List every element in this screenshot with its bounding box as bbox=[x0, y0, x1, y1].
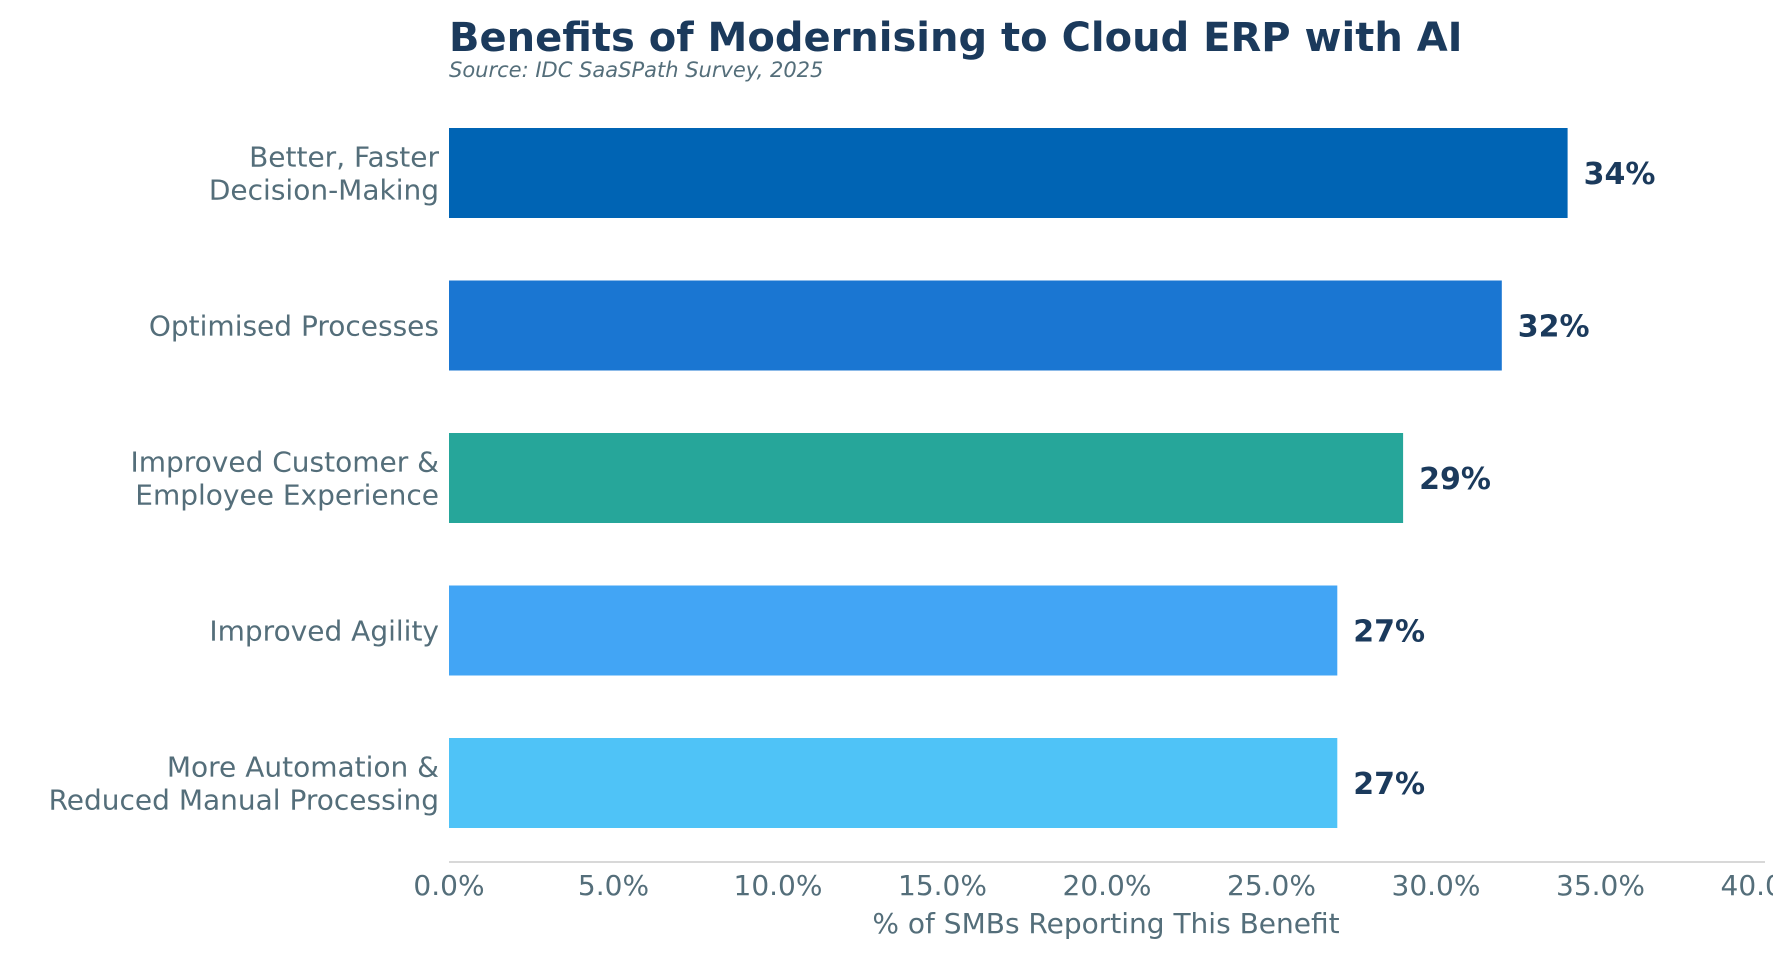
category-label-line: Better, Faster bbox=[249, 141, 439, 174]
x-tick-labels-group: 0.0% 5.0% 10.0% 15.0% 20.0% 25.0% 30.0% 35.0% 40… bbox=[413, 869, 1773, 902]
x-tick-label-9: 40.0% bbox=[1721, 869, 1773, 902]
bar-5 bbox=[449, 738, 1338, 828]
category-label-5: More Automation & Reduced Manual Processi… bbox=[49, 751, 439, 817]
category-label-2: Optimised Processes bbox=[149, 310, 439, 343]
x-tick-label-7: 30.0% bbox=[1392, 869, 1481, 902]
category-label-line: Optimised Processes bbox=[149, 310, 439, 343]
value-labels-group: 34% 32% 29% 27% 27% bbox=[1353, 157, 1655, 802]
value-label-1: 34% bbox=[1584, 157, 1656, 192]
x-tick-label-1: 0.0% bbox=[413, 869, 484, 902]
x-tick-label-3: 10.0% bbox=[734, 869, 823, 902]
bar-2 bbox=[449, 280, 1502, 371]
x-tick-label-8: 35.0% bbox=[1556, 869, 1645, 902]
category-label-line: Reduced Manual Processing bbox=[49, 784, 439, 817]
x-tick-label-4: 15.0% bbox=[898, 869, 987, 902]
x-tick-label-5: 20.0% bbox=[1063, 869, 1152, 902]
category-label-line: Improved Agility bbox=[209, 615, 439, 648]
category-label-line: Improved Customer & bbox=[130, 446, 439, 479]
category-labels-group: Better, Faster Decision-Making Optimised P… bbox=[49, 141, 440, 817]
value-label-5: 27% bbox=[1353, 767, 1425, 802]
bars-group bbox=[449, 128, 1568, 828]
value-label-3: 29% bbox=[1419, 462, 1491, 497]
category-label-1: Better, Faster Decision-Making bbox=[209, 141, 440, 207]
x-tick-label-2: 5.0% bbox=[578, 869, 649, 902]
chart-subtitle: Source: IDC SaaSPath Survey, 2025 bbox=[449, 58, 823, 82]
category-label-3: Improved Customer & Employee Experience bbox=[130, 446, 439, 512]
chart-title: Benefits of Modernising to Cloud ERP wit… bbox=[449, 15, 1463, 61]
x-axis-title: % of SMBs Reporting This Benefit bbox=[872, 907, 1339, 940]
category-label-4: Improved Agility bbox=[209, 615, 439, 648]
category-label-line: More Automation & bbox=[167, 751, 439, 784]
category-label-line: Decision-Making bbox=[209, 174, 439, 207]
bar-4 bbox=[449, 585, 1338, 676]
value-label-4: 27% bbox=[1353, 615, 1425, 650]
category-label-line: Employee Experience bbox=[135, 479, 439, 512]
value-label-2: 32% bbox=[1518, 310, 1590, 345]
bar-3 bbox=[449, 433, 1404, 523]
x-tick-label-6: 25.0% bbox=[1227, 869, 1316, 902]
bar-1 bbox=[449, 128, 1568, 218]
